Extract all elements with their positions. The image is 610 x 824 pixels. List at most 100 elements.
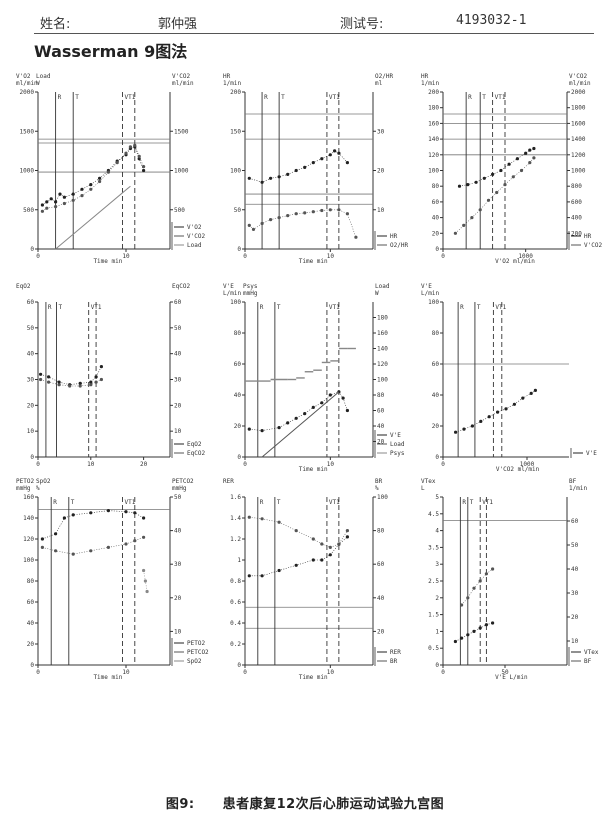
series-point-PETCO2: [106, 545, 110, 550]
phase-label: VT1: [482, 499, 493, 506]
legend-label: Load: [390, 441, 405, 448]
legend-label: V'E: [390, 432, 401, 439]
series-trace-O2/HR: [249, 209, 357, 238]
y2-tick-label: 40: [377, 423, 385, 430]
legend-label: PETCO2: [187, 649, 209, 656]
y2-tick-label: 1400: [571, 136, 586, 143]
x-axis-title: V'CO2 ml/min: [496, 466, 540, 473]
y-tick-label: 200: [230, 89, 241, 96]
y-tick-label: 160: [23, 494, 34, 501]
series-point-V'O2: [71, 192, 75, 196]
right-axis-title: PETCO2: [172, 478, 194, 485]
series-point-EqO2: [78, 381, 82, 385]
x-tick-label: 0: [441, 461, 445, 468]
phase-label: T: [58, 304, 62, 311]
y2-tick-label: 50: [571, 542, 579, 549]
y-tick-label: 0: [435, 454, 439, 461]
legend-label: Psys: [390, 450, 405, 457]
series-point-HR: [515, 157, 520, 161]
series-point-V'CO2: [133, 143, 137, 147]
series-point-RER: [311, 558, 315, 562]
legend-label: V'CO2: [187, 233, 205, 240]
y-tick-label: 0: [435, 662, 439, 669]
panel-p8: RER BR% Time min 0 0.2 0.4 0.6 0.8 1 1.2 1.4 1.6 20 4…: [223, 478, 401, 681]
series-trace-V'O2: [42, 146, 144, 206]
legend-label: BF: [584, 658, 592, 665]
y2-tick-label: 1000: [571, 168, 586, 175]
series-point-PETO2: [106, 509, 110, 513]
y2-tick-label: 80: [377, 528, 385, 535]
y-tick-label: 1: [435, 628, 439, 635]
y2-tick-label: 60: [377, 408, 385, 415]
series-trace-PETCO2: [42, 537, 144, 555]
y2-tick-label: 1200: [571, 152, 586, 159]
y-tick-label: 10: [27, 428, 35, 435]
left-axis-unit-2: %: [36, 485, 40, 492]
y-tick-label: 3.5: [428, 544, 439, 551]
y-tick-label: 0: [237, 454, 241, 461]
y2-tick-label: 40: [571, 566, 579, 573]
legend-label: HR: [390, 233, 398, 240]
series-point-O2/HR: [311, 210, 315, 214]
figure-number: 图9:: [165, 797, 195, 812]
series-point-V'O2: [54, 200, 58, 204]
y2-tick-label: 10: [571, 638, 579, 645]
x-tick-label: 20: [140, 461, 148, 468]
series-point-PETO2: [54, 532, 58, 536]
phase-label: VT1: [329, 94, 340, 101]
series-point-V'O2: [80, 187, 84, 191]
phase-label: R: [260, 499, 264, 506]
series-point-V'E: [487, 415, 491, 419]
series-trace-VTex: [455, 622, 493, 642]
series-point-PETO2: [133, 511, 137, 515]
y-tick-label: 3: [435, 561, 439, 568]
y2-tick-label: 1500: [174, 128, 189, 135]
series-point-BR: [247, 515, 251, 519]
phase-label: T: [482, 94, 486, 101]
legend-label: EqCO2: [187, 450, 205, 457]
right-axis-title: O2/HR: [375, 73, 393, 80]
y2-tick-label: 80: [377, 392, 385, 399]
series-trace-V'CO2: [42, 145, 144, 212]
y-tick-label: 2: [435, 595, 439, 602]
phase-label: T: [470, 499, 474, 506]
y2-tick-label: 10: [174, 428, 182, 435]
series-point-RER: [320, 558, 324, 562]
phase-label: R: [462, 499, 466, 506]
left-axis-unit: 1/min: [421, 80, 439, 87]
phase-label: T: [281, 94, 285, 101]
y-tick-label: 40: [27, 351, 35, 358]
left-axis-unit: L/min: [223, 290, 241, 297]
series-trace-V'CO2: [455, 157, 535, 234]
series-point-BR: [345, 529, 349, 533]
series-point-RER: [345, 535, 349, 539]
y-tick-label: 180: [428, 105, 439, 112]
series-trace-BF: [461, 568, 493, 606]
series-line-Load: [261, 391, 340, 458]
y2-tick-label: 30: [571, 590, 579, 597]
y2-tick-label: 40: [377, 595, 385, 602]
y2-tick-label: 20: [174, 595, 182, 602]
series-point-RER: [247, 574, 251, 578]
series-trace-HR: [459, 148, 535, 187]
y-tick-label: 20: [432, 423, 440, 430]
x-tick-label: 10: [327, 253, 335, 260]
series-trace-SpO2: [143, 570, 148, 592]
y-tick-label: 60: [27, 599, 35, 606]
y-tick-label: 0.6: [230, 599, 241, 606]
left-axis-title: V'O2: [16, 73, 31, 80]
x-tick-label: 10: [327, 461, 335, 468]
series-point-V'CO2: [142, 165, 146, 169]
y-tick-label: 0: [237, 246, 241, 253]
legend-label: V'O2: [187, 224, 202, 231]
y2-tick-label: 1600: [571, 120, 586, 127]
series-point-EqCO2: [94, 380, 98, 384]
y-tick-label: 1000: [20, 168, 35, 175]
series-point-O2/HR: [247, 223, 251, 227]
y-tick-label: 100: [23, 557, 34, 564]
left-axis-unit: L/min: [421, 290, 439, 297]
phase-label: VT1: [124, 499, 135, 506]
